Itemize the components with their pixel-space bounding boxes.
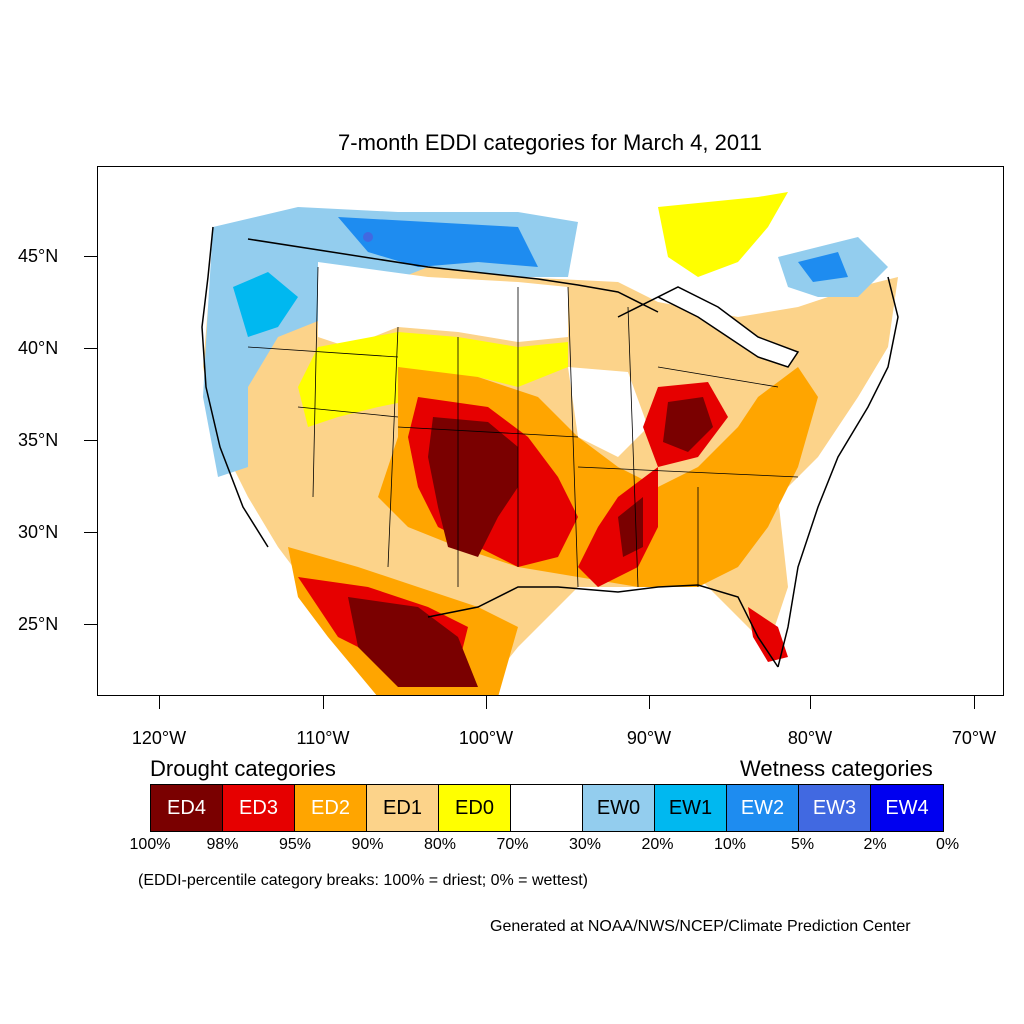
y-axis-label: 25°N [18,614,59,634]
percentile-label: 5% [790,836,815,853]
x-tick [323,696,324,709]
y-tick [84,624,97,625]
legend-cell-ed4: ED4 [151,785,223,831]
percentile-label: 70% [496,836,529,853]
legend-cell-neutral [511,785,583,831]
legend-cell-ew0: EW0 [583,785,655,831]
midwest-neutral [568,367,648,457]
wet-spot [363,232,373,242]
x-axis-label: 70°W [951,728,997,748]
percentile-label: 10% [713,836,747,853]
wetness-categories-heading: Wetness categories [740,756,933,781]
y-axis-label: 45°N [18,246,59,266]
y-axis-label: 30°N [18,522,59,542]
red-mississippi [578,467,658,587]
west-coastline [201,226,269,548]
legend-cell-ew4: EW4 [871,785,943,831]
northwest-wet-strong [338,217,538,267]
darkred-midwest [663,397,713,452]
northern-plains-neutral [318,262,568,347]
red-florida [748,607,788,662]
x-axis-label: 110°W [296,728,350,748]
percentile-label: 95% [278,836,312,853]
drought-categories-heading: Drought categories [150,756,336,781]
y-tick [84,440,97,441]
east-coastline [777,276,899,668]
great-lakes [617,286,800,368]
y-tick [84,348,97,349]
x-axis-label: 80°W [787,728,833,748]
state-lines [247,266,799,588]
y-tick [84,256,97,257]
map-title: 7-month EDDI categories for March 4, 201… [338,130,762,155]
x-tick [810,696,811,709]
northeast-wet-strong [798,252,848,282]
us-canada-border [247,238,659,313]
percentile-label: 20% [641,836,674,853]
y-axis-label: 35°N [18,430,59,450]
x-tick [486,696,487,709]
x-axis-label: 120°W [131,728,187,748]
legend-cell-ew2: EW2 [727,785,799,831]
gulf-coastline [427,584,779,668]
x-axis-label: 100°W [458,728,514,748]
darkred-mexico [348,597,478,687]
percentile-label: 30% [568,836,602,853]
legend-cell-ew3: EW3 [799,785,871,831]
percentile-label: 100% [129,836,171,853]
eddi-map [201,192,899,695]
oregon-wet [233,272,298,337]
x-tick [974,696,975,709]
percentile-label: 80% [423,836,457,853]
percentile-label: 2% [863,836,887,853]
yellow-north [658,192,788,277]
percentile-label: 90% [351,836,384,853]
x-tick [649,696,650,709]
legend-cell-ew1: EW1 [655,785,727,831]
percentile-label: 0% [935,836,960,853]
legend-cell-ed3: ED3 [223,785,295,831]
x-tick [159,696,160,709]
category-legend: ED4 ED3 ED2 ED1 ED0 EW0 EW1 EW2 EW3 EW4 [150,784,944,832]
y-axis-label: 40°N [18,338,59,358]
northwest-wet [203,207,578,477]
darkred-southern-plains [428,417,518,557]
legend-cell-ed0: ED0 [439,785,511,831]
x-axis-label: 90°W [626,728,672,748]
y-tick [84,532,97,533]
legend-cell-ed2: ED2 [295,785,367,831]
percentile-label: 98% [206,836,239,853]
legend-cell-ed1: ED1 [367,785,439,831]
credit-text: Generated at NOAA/NWS/NCEP/Climate Predi… [490,918,911,935]
category-breaks-note: (EDDI-percentile category breaks: 100% =… [138,872,588,889]
map-panel [97,166,1004,696]
